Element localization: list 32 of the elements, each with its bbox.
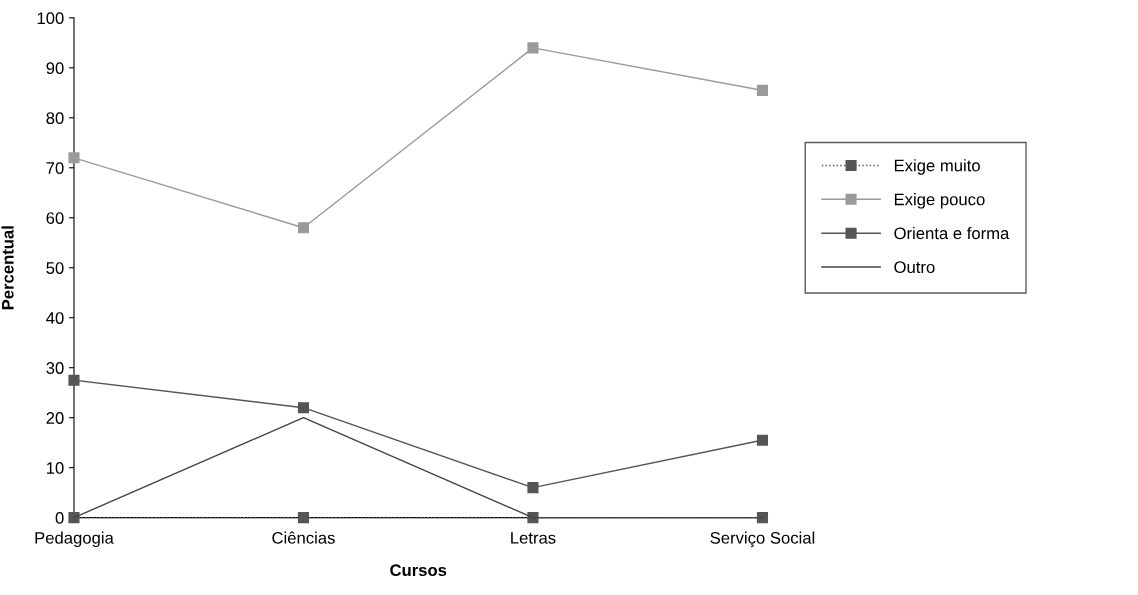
y-tick-label: 40 [46, 312, 64, 324]
point [68, 152, 80, 164]
y-tick-label: 0 [55, 512, 64, 524]
y-tick-label: 100 [37, 12, 64, 25]
point [68, 512, 80, 524]
point [756, 84, 769, 96]
legend-label: Exige muito [894, 159, 980, 175]
y-tick-label: 20 [46, 412, 64, 424]
legend-label: Exige pouco [894, 193, 985, 209]
point [527, 482, 539, 494]
y-tick-label: 50 [46, 262, 64, 274]
point [756, 434, 769, 446]
y-tick-label: 70 [46, 162, 64, 174]
legend-label: Orienta e forma [894, 226, 1010, 240]
point [68, 374, 80, 386]
x-tick-label: Ciências [272, 531, 335, 544]
x-tick-label: Pedagogia [35, 531, 114, 548]
point [756, 512, 769, 524]
x-tick-label: Letras [511, 532, 556, 544]
point [527, 42, 539, 54]
y-tick-label: 30 [46, 362, 64, 374]
x-tick-label: Serviço Social [710, 531, 815, 548]
y-axis-title: Percentual [1, 226, 14, 310]
y-tick-label: 80 [46, 112, 64, 125]
y-tick-label: 60 [46, 212, 64, 224]
x-axis-title: Cursos [390, 564, 447, 577]
point [297, 222, 310, 234]
y-tick-label: 90 [46, 62, 64, 75]
legend-label: Outro [894, 261, 935, 274]
y-tick-label: 10 [46, 462, 64, 474]
point [297, 512, 310, 524]
point [297, 402, 310, 414]
